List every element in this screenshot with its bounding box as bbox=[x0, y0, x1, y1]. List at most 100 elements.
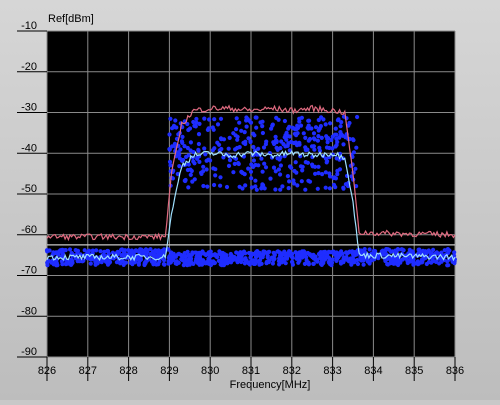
sample-point bbox=[311, 261, 316, 266]
sample-point bbox=[137, 250, 142, 255]
sample-point bbox=[273, 187, 278, 192]
sample-point bbox=[339, 132, 344, 137]
sample-point bbox=[301, 131, 306, 136]
sample-point bbox=[309, 126, 314, 131]
sample-point bbox=[183, 254, 188, 259]
sample-point bbox=[253, 255, 259, 260]
sample-point bbox=[452, 250, 457, 255]
x-tick-label: 828 bbox=[119, 365, 137, 377]
sample-point bbox=[335, 168, 340, 173]
sample-point bbox=[52, 251, 58, 256]
sample-point bbox=[318, 124, 323, 129]
sample-point bbox=[128, 260, 133, 265]
sample-point bbox=[114, 260, 119, 265]
sample-point bbox=[182, 144, 187, 149]
sample-point bbox=[269, 155, 275, 160]
sample-point bbox=[395, 247, 400, 252]
sample-point bbox=[330, 146, 335, 151]
sample-point bbox=[415, 259, 420, 264]
sample-point bbox=[217, 148, 222, 153]
y-tick-label: -30 bbox=[21, 102, 37, 114]
sample-point bbox=[119, 253, 124, 258]
sample-point bbox=[290, 259, 295, 264]
sample-point bbox=[311, 144, 316, 149]
sample-point bbox=[258, 120, 263, 125]
sample-point bbox=[319, 135, 324, 140]
sample-point bbox=[211, 127, 216, 132]
sample-point bbox=[282, 118, 287, 124]
sample-point bbox=[199, 170, 204, 175]
sample-point bbox=[303, 135, 308, 140]
sample-point bbox=[283, 253, 288, 258]
sample-point bbox=[254, 187, 259, 192]
sample-point bbox=[313, 257, 318, 262]
sample-point bbox=[192, 161, 197, 166]
sample-point bbox=[186, 185, 191, 190]
sample-point bbox=[279, 253, 284, 258]
sample-point bbox=[186, 153, 191, 158]
y-tick-label: -50 bbox=[21, 183, 37, 195]
sample-point bbox=[423, 249, 428, 254]
sample-point bbox=[431, 247, 436, 252]
sample-point bbox=[268, 176, 273, 181]
sample-point bbox=[94, 255, 99, 260]
sample-point bbox=[204, 158, 209, 163]
sample-point bbox=[57, 249, 62, 254]
sample-point bbox=[221, 137, 227, 142]
sample-point bbox=[325, 159, 330, 164]
sample-point bbox=[174, 259, 179, 264]
sample-point bbox=[306, 118, 311, 123]
sample-point bbox=[244, 118, 249, 123]
sample-point bbox=[327, 186, 332, 191]
sample-point bbox=[177, 156, 182, 161]
sample-point bbox=[167, 159, 173, 164]
sample-point bbox=[286, 141, 291, 146]
sample-point bbox=[189, 168, 194, 174]
sample-point bbox=[214, 255, 220, 260]
sample-point bbox=[323, 257, 328, 262]
sample-point bbox=[231, 131, 236, 136]
sample-point bbox=[390, 249, 395, 254]
sample-point bbox=[59, 259, 64, 264]
sample-point bbox=[63, 248, 68, 253]
sample-point bbox=[319, 260, 324, 266]
sample-point bbox=[283, 144, 288, 149]
sample-point bbox=[312, 164, 318, 169]
sample-point bbox=[439, 250, 444, 255]
sample-point bbox=[302, 261, 307, 266]
sample-point bbox=[219, 259, 224, 264]
sample-point bbox=[335, 139, 340, 145]
sample-point bbox=[367, 247, 372, 252]
sample-point bbox=[316, 171, 321, 176]
sample-point bbox=[205, 184, 210, 189]
sample-point bbox=[246, 136, 251, 141]
sample-point bbox=[278, 163, 283, 168]
sample-point bbox=[142, 249, 147, 254]
sample-point bbox=[277, 256, 282, 261]
sample-point bbox=[199, 262, 205, 267]
sample-point bbox=[238, 250, 243, 255]
sample-point bbox=[391, 258, 396, 263]
y-tick-label: -40 bbox=[21, 142, 37, 154]
sample-point bbox=[236, 161, 241, 166]
sample-point bbox=[330, 134, 335, 139]
sample-point bbox=[274, 145, 279, 150]
sample-point bbox=[248, 255, 253, 260]
sample-point bbox=[334, 132, 339, 137]
sample-point bbox=[171, 123, 177, 128]
sample-point bbox=[355, 261, 361, 267]
sample-point bbox=[292, 181, 297, 186]
sample-point bbox=[251, 158, 256, 163]
sample-point bbox=[249, 185, 254, 190]
sample-point bbox=[352, 260, 357, 265]
sample-point bbox=[243, 141, 248, 147]
sample-point bbox=[330, 257, 335, 262]
sample-point bbox=[110, 250, 115, 255]
sample-point bbox=[168, 116, 173, 121]
sample-point bbox=[273, 169, 278, 174]
sample-point bbox=[175, 171, 180, 177]
sample-point bbox=[75, 248, 81, 253]
sample-point bbox=[251, 144, 256, 150]
sample-point bbox=[309, 253, 314, 258]
